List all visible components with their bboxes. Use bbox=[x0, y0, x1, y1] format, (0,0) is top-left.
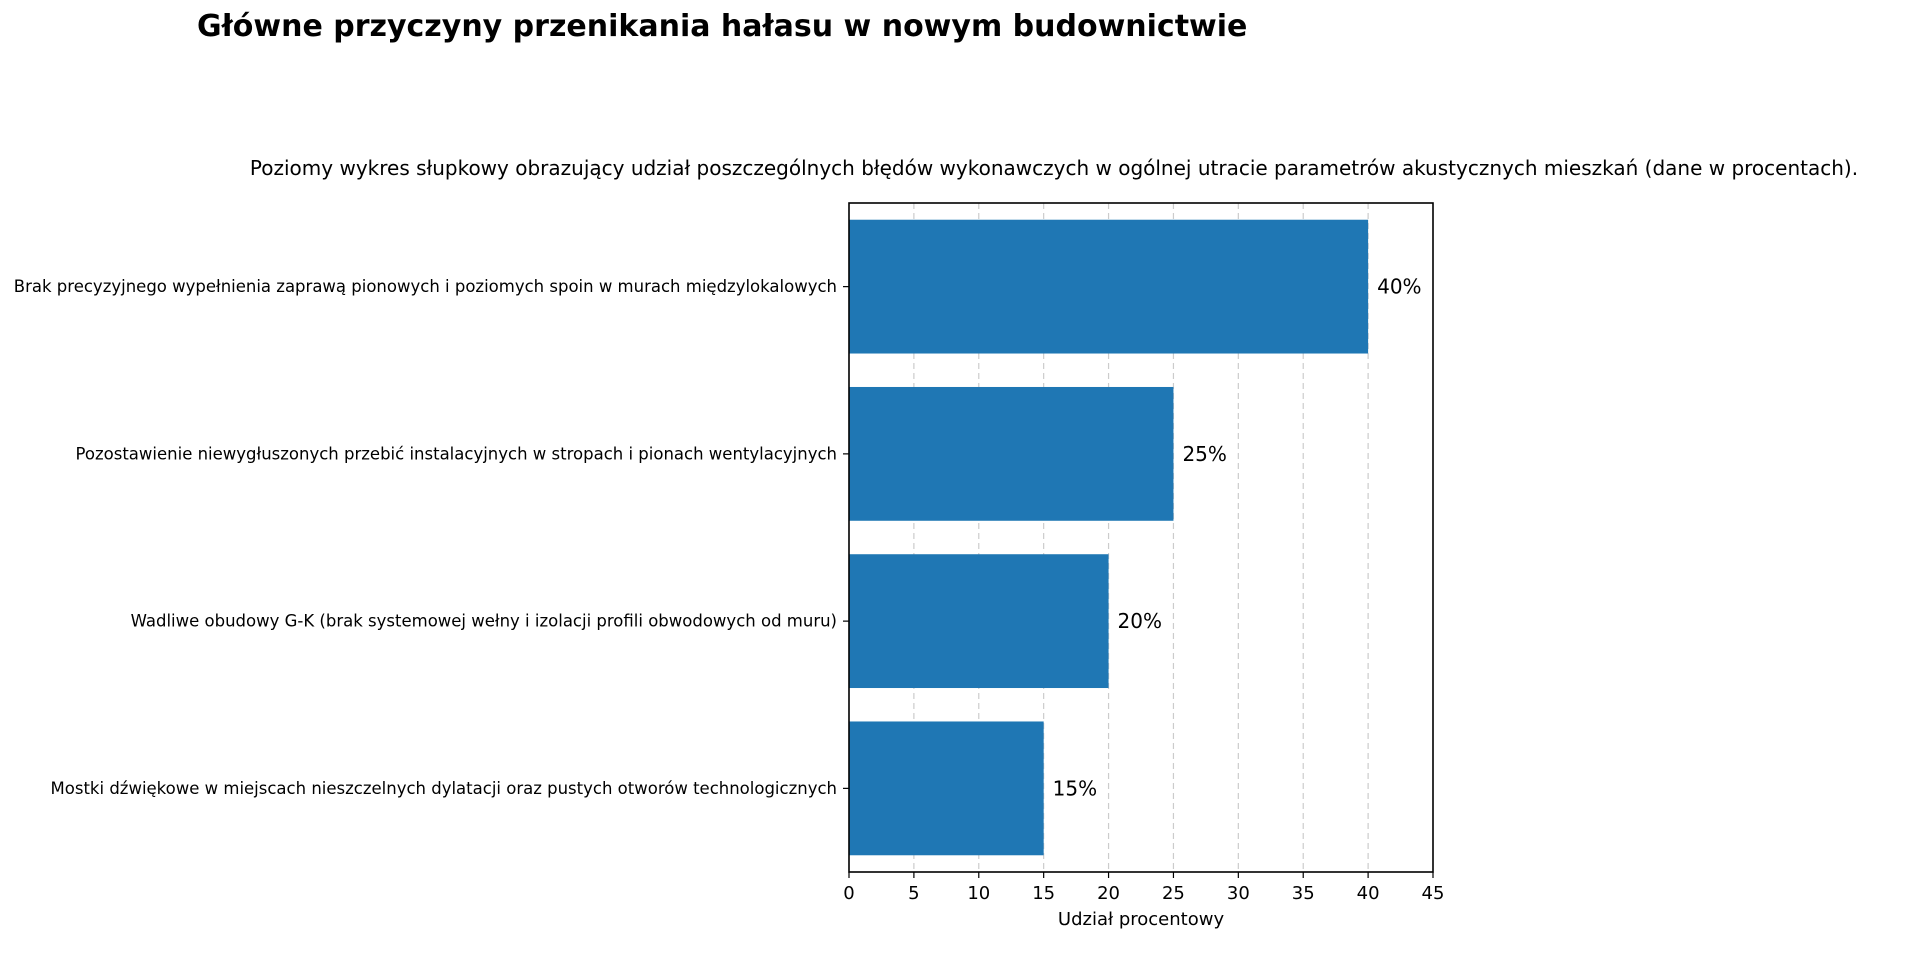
x-tick-label-1: 5 bbox=[908, 883, 919, 904]
plot-border bbox=[848, 202, 1434, 873]
x-tick-label-6: 30 bbox=[1227, 883, 1250, 904]
category-label-2: Wadliwe obudowy G-K (brak systemowej weł… bbox=[131, 612, 837, 631]
data-labels: 40% 25% 20% 15% bbox=[1053, 275, 1422, 801]
category-label-0: Brak precyzyjnego wypełnienia zaprawą pi… bbox=[14, 277, 837, 296]
data-label-2: 20% bbox=[1118, 609, 1162, 633]
x-tick-label-3: 15 bbox=[1032, 883, 1055, 904]
bar-1 bbox=[849, 386, 1174, 521]
x-tick-label-9: 45 bbox=[1422, 883, 1445, 904]
x-tick-label-8: 40 bbox=[1357, 883, 1380, 904]
category-label-3: Mostki dźwiękowe w miejscach nieszczelny… bbox=[51, 779, 837, 798]
data-label-3: 15% bbox=[1053, 776, 1097, 800]
x-tick-label-7: 35 bbox=[1292, 883, 1315, 904]
data-label-1: 25% bbox=[1182, 442, 1226, 466]
data-label-0: 40% bbox=[1377, 275, 1421, 299]
category-label-1: Pozostawienie niewygłuszonych przebić in… bbox=[76, 444, 837, 463]
x-tick-label-0: 0 bbox=[843, 883, 854, 904]
chart-title: Główne przyczyny przenikania hałasu w no… bbox=[197, 9, 1247, 44]
x-tick-label-2: 10 bbox=[967, 883, 990, 904]
x-axis-label: Udział procentowy bbox=[1058, 909, 1225, 930]
x-tick-label-5: 25 bbox=[1162, 883, 1185, 904]
plot-frame bbox=[848, 202, 1434, 873]
chart-subtitle: Poziomy wykres słupkowy obrazujący udzia… bbox=[250, 156, 1858, 180]
bar-0 bbox=[849, 219, 1369, 354]
x-tick-label-4: 20 bbox=[1097, 883, 1120, 904]
x-axis-ticks: 0 5 10 15 20 25 30 35 40 45 bbox=[843, 286, 1445, 904]
bar-2 bbox=[849, 554, 1109, 689]
y-axis-labels: Brak precyzyjnego wypełnienia zaprawą pi… bbox=[14, 277, 837, 798]
bar-3 bbox=[849, 721, 1044, 856]
bars bbox=[849, 219, 1369, 856]
